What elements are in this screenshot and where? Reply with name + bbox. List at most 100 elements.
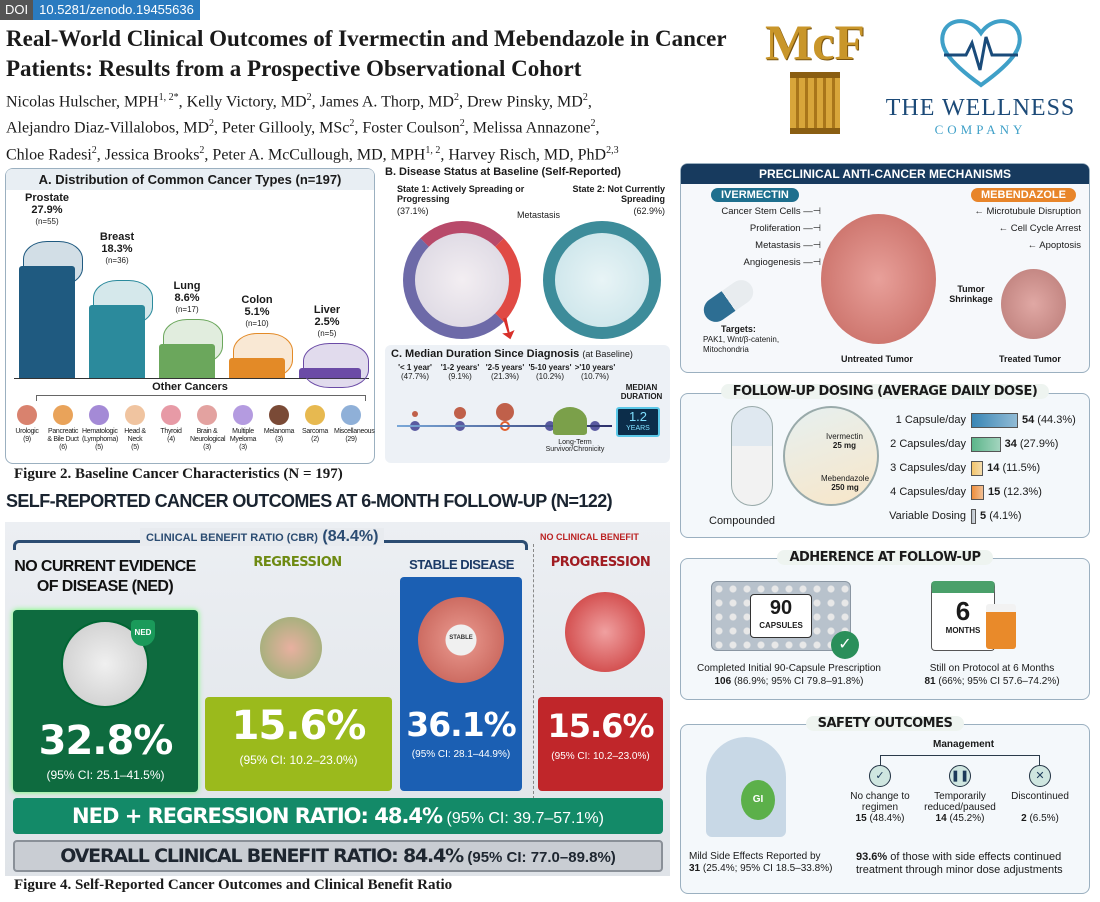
mechanisms-panel: PRECLINICAL ANTI-CANCER MECHANISMS IVERM… [680,163,1090,373]
median-label: MEDIAN DURATION [620,383,663,401]
stable-scale-badge: STABLE [449,635,473,641]
regression-card: 15.6% (95% CI: 10.2–23.0%) [205,697,392,791]
author-affiliation: 2 [91,144,97,156]
tree-icon [553,407,587,435]
months-word: MONTHS [945,626,981,635]
protocol-label: Still on Protocol at 6 Months [929,663,1055,674]
doi-value[interactable]: 10.5281/zenodo.19455636 [33,0,200,20]
bar-category: Lung [173,279,201,292]
management-label: No change to regimen [850,791,910,813]
other-cancer-icon [89,405,109,425]
dosing-pct: (44.3%) [1037,414,1076,426]
divider-line [533,544,534,799]
dosing-label: 3 Capsules/day [890,462,966,474]
mebendazole-effect: ← Microtubule Disruption [974,206,1081,217]
mebendazole-name: Mebendazole [821,474,870,483]
duration-item: '1-2 years' (9.1%) [438,363,482,381]
progression-ci: (95% CI: 10.2–23.0%) [551,751,650,762]
ivermectin-dose-label: Ivermectin 25 mg [826,432,863,450]
checkmark-icon: ✓ [831,631,859,659]
panel-b-title: B. Disease Status at Baseline (Self-Repo… [385,166,621,178]
author-affiliation: 2 [209,118,214,130]
metastasis-label: Metastasis [517,210,561,220]
paper-title: Real-World Clinical Outcomes of Ivermect… [6,26,727,81]
organ-icon [303,343,369,388]
other-cancer-item: Sarcoma (2) [298,405,332,444]
author-affiliation: 1, 2 [425,144,441,156]
dosing-title-text: FOLLOW-UP DOSING (AVERAGE DAILY DOSE) [720,384,1050,399]
state1-label: State 1: Actively Spreading or Progressi… [397,184,525,204]
no-benefit-label: NO CLINICAL BENEFIT [540,532,639,542]
calendar-icon: 6 MONTHS [931,581,995,651]
other-cancer-icon [161,405,181,425]
author-affiliation: 2 [199,144,205,156]
other-cancers-title: Other Cancers [152,381,228,393]
management-option: ❚❚ Temporarily reduced/paused 14 (45.2%) [921,765,999,824]
ned-card: NED 32.8% (95% CI: 25.1–41.5%) [13,610,198,792]
mebendazole-dose-label: Mebendazole 250 mg [821,474,869,492]
bar-count: (n=36) [105,255,129,265]
other-cancer-item: Pancreatic & Bile Duct (6) [46,405,80,452]
completed-detail: (86.9%; 95% CI 79.8–91.8%) [733,676,864,687]
other-cancer-icon [53,405,73,425]
bar-percent: 5.1% [244,305,270,318]
capsules-count-badge: 90 CAPSULES [750,594,812,638]
other-cancer-count: (5) [131,444,139,451]
duration-item: '< 1 year' (47.7%) [393,363,437,381]
gi-stomach-icon: GI [741,780,775,820]
duration-label: '1-2 years' [440,363,480,372]
treated-label: Treated Tumor [999,354,1061,364]
targets-list: PAK1, Wnt/β-catenin, Mitochondria [703,335,780,354]
dosing-row: Variable Dosing 5 (4.1%) [881,508,1022,524]
management-option: ✕ Discontinued 2 (6.5%) [1001,765,1079,824]
other-cancer-icon [341,405,361,425]
ned-heading: NO CURRENT EVIDENCE OF DISEASE (NED) [14,558,196,595]
author: Chloe Radesi [6,145,92,163]
ivermectin-pill-label: IVERMECTIN [711,188,799,202]
author: James A. Thorp, MD [319,93,454,111]
bar-count: (n=55) [35,217,59,227]
figure4-caption: Figure 4. Self-Reported Cancer Outcomes … [14,877,453,893]
safety-title: SAFETY OUTCOMES [681,716,1089,731]
side-effects-n: 31 [689,863,701,874]
bar-percent: 8.6% [174,291,200,304]
ivermectin-name: Ivermectin [826,432,863,441]
bar-category: Prostate [24,192,70,205]
capsule-magnifier-icon [783,406,879,506]
duration-pct: (21.3%) [490,372,519,381]
management-stat: 15 (48.4%) [841,813,919,824]
overall-cbr-banner: OVERALL CLINICAL BENEFIT RATIO: 84.4% (9… [13,840,663,872]
other-cancer-icon [305,405,325,425]
state2-pct: (62.9%) [633,206,665,216]
column-icon [790,72,840,134]
dosing-label: 1 Capsule/day [895,414,966,426]
months-number: 6 [955,596,971,626]
panel-a-title: A. Distribution of Common Cancer Types (… [6,169,374,190]
adherence-panel: ADHERENCE AT FOLLOW-UP 90 CAPSULES ✓ 6 M… [680,550,1090,700]
stable-ci: (95% CI: 28.1–44.9%) [411,749,511,760]
tumor-icon [454,407,466,419]
dosing-count: 54 [1021,414,1035,426]
regression-value: 15.6% [231,703,367,749]
other-cancer-label: Brain & Neurological [190,428,226,443]
stable-heading: STABLE DISEASE [409,557,514,572]
progression-value: 15.6% [547,707,654,745]
doi-label: DOI [0,0,34,20]
dosing-row: 2 Capsules/day 34 (27.9%) [881,436,1058,452]
management-pct: (48.4%) [869,813,905,824]
wellness-logo-line2: COMPANY [934,122,1027,137]
ned-ci: (95% CI: 25.1–41.5%) [46,768,165,782]
tumor-icon [496,403,514,421]
capsules-number: 90 [769,597,793,619]
timeline-line [397,425,612,427]
capsule-icon [699,275,758,327]
ivermectin-dose: 25 mg [832,441,857,450]
mcf-logo: McF [765,12,865,142]
pause-icon: ❚❚ [949,765,971,787]
dosing-title: FOLLOW-UP DOSING (AVERAGE DAILY DOSE) [681,384,1089,399]
doi-badge[interactable]: DOI 10.5281/zenodo.19455636 [0,0,200,20]
author-affiliation: 2 [582,92,588,103]
bar-label-breast: Breast 18.3% (n=36) [82,231,152,267]
other-cancer-item: Hematologic (Lymphoma) (5) [82,405,118,452]
bar-percent: 2.5% [314,316,340,328]
